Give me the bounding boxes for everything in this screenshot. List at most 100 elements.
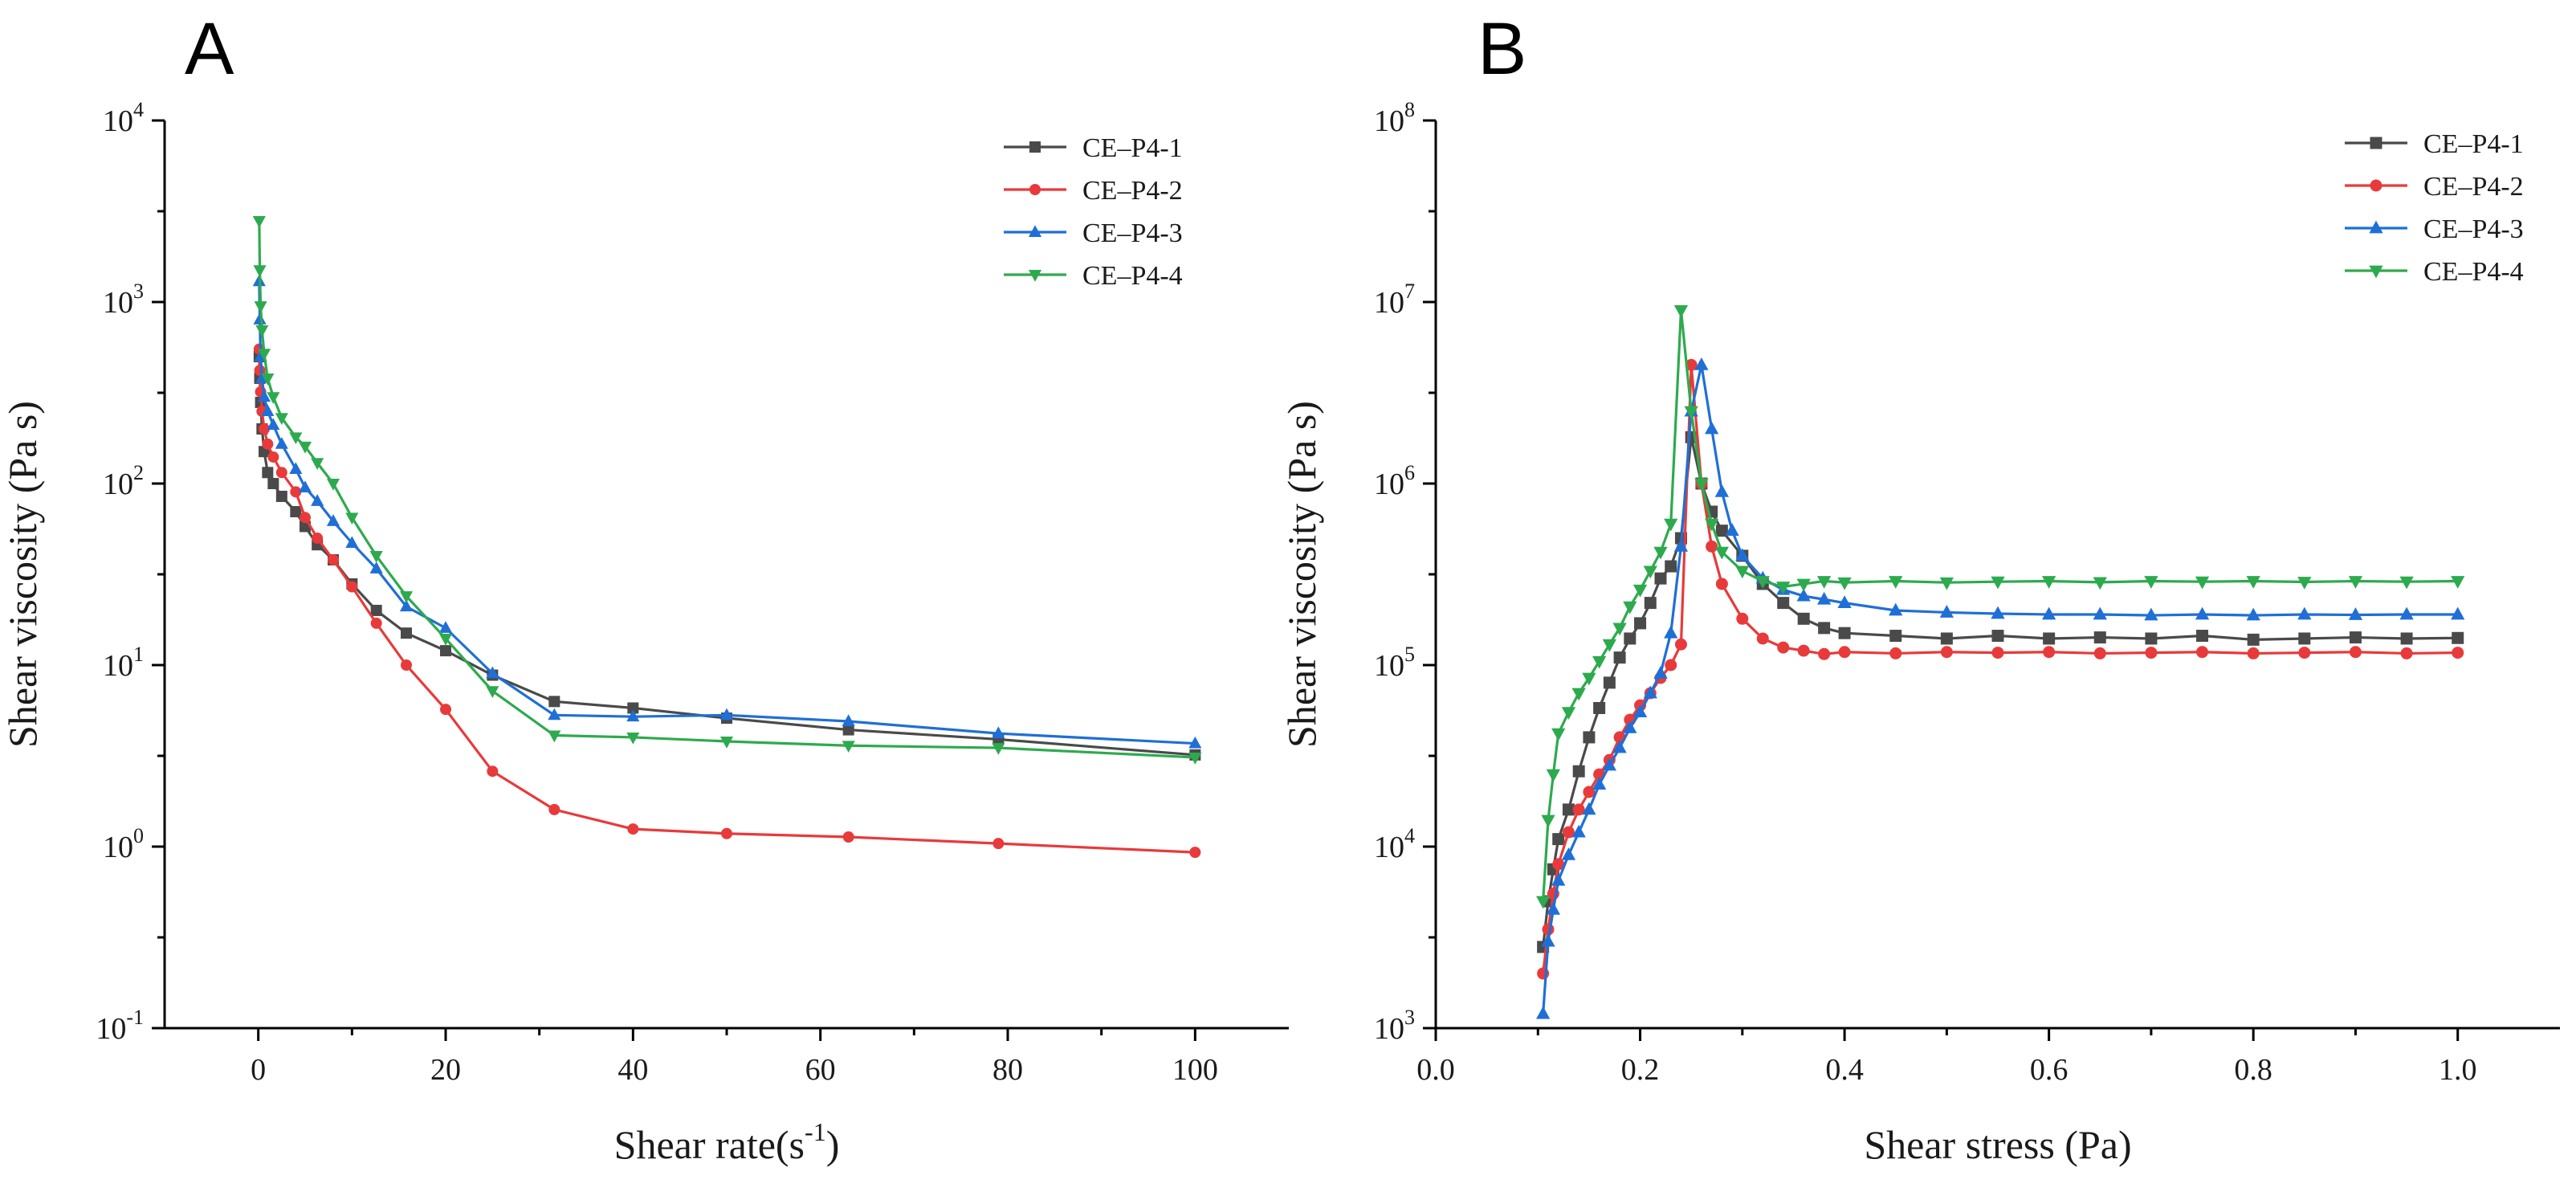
panel-b-legend-label: CE–P4-3 — [2423, 214, 2524, 244]
panel-a-series-3-point — [298, 480, 312, 492]
panel-a-series-3-line — [258, 281, 1196, 745]
panel-b-y-tick-label: 104 — [1374, 824, 1415, 864]
panel-b-series-1-point — [2349, 631, 2362, 644]
panel-b-series-3-point — [1582, 802, 1596, 815]
panel-a-legend-swatch-marker — [1029, 141, 1041, 153]
panel-b-series-1-point — [1777, 597, 1790, 610]
panel-b-series-3-point — [1991, 606, 2005, 619]
panel-b-series-3-point — [1664, 625, 1678, 639]
panel-b-y-tick-label: 105 — [1374, 643, 1415, 683]
panel-a-y-axis-label: Shear viscosity (Pa s) — [0, 401, 45, 748]
panel-b-letter: B — [1478, 8, 1526, 90]
panel-b-series-4-point — [1592, 655, 1607, 669]
panel-b-series-1-point — [1644, 597, 1657, 610]
panel-b-series-3-point — [1612, 740, 1627, 753]
panel-a-series-4-point — [254, 301, 267, 313]
panel-a-series-3-point — [486, 666, 499, 679]
panel-b-series-3-point — [1571, 824, 1586, 838]
panel-a-series-2-point — [290, 486, 302, 498]
panel-a-series-4-point — [1188, 753, 1202, 765]
panel-b-series-4-point — [2451, 576, 2465, 589]
panel-b-series-3-point — [1551, 872, 1566, 886]
panel-a-series-4-point — [486, 686, 499, 698]
panel-b-series-4-point — [1939, 577, 1954, 590]
panel-b-series-2-point — [1991, 647, 2004, 659]
panel-a-series-3-point — [289, 462, 303, 475]
panel-b-x-tick-label: 0.0 — [1416, 1053, 1455, 1087]
panel-a-legend-swatch-marker — [1028, 270, 1042, 282]
panel-b-x-tick-label: 0.8 — [2234, 1053, 2272, 1087]
panel-a-x-tick-label: 20 — [430, 1053, 461, 1087]
panel-a-x-tick-label: 60 — [805, 1053, 836, 1087]
panel-b-series-3-point — [1714, 484, 1729, 497]
panel-b-series-4-point — [1837, 577, 1852, 590]
panel-b-series-4-point — [2144, 576, 2158, 589]
panel-b-series-4-point — [1541, 814, 1555, 828]
panel-a-series-1 — [253, 351, 1201, 761]
panel-b-legend-swatch-marker — [2369, 265, 2383, 279]
panel-b-series-4-point — [1612, 623, 1627, 636]
panel-b-series-4-point — [1571, 688, 1586, 701]
panel-a-series-2-point — [627, 823, 639, 835]
panel-b-series-4-point — [1889, 576, 1903, 589]
panel-b-series-3-point — [1643, 685, 1657, 699]
panel-b-series-3-point — [1546, 901, 1560, 915]
panel-a-series-2-point — [275, 467, 287, 479]
panel-b-series-3-point — [1592, 777, 1607, 790]
panel-b-series-1-point — [2145, 632, 2158, 645]
panel-b-series-1-point — [2452, 631, 2464, 644]
panel-a-legend-item: CE–P4-1 — [1004, 133, 1183, 163]
panel-b-series-1-point — [1562, 803, 1575, 816]
panel-b-series-3-point — [1694, 357, 1709, 370]
panel-b-series-3-point — [1673, 538, 1689, 552]
panel-b-legend-label: CE–P4-2 — [2423, 172, 2524, 202]
panel-b-series-3-point — [1705, 421, 1719, 435]
panel-a-series-4-point — [719, 737, 734, 749]
panel-a-series-2-point — [259, 423, 271, 435]
panel-b-series-2-point — [1756, 632, 1769, 645]
panel-a-series-3-point — [369, 561, 383, 574]
panel-b-series-2-point — [1706, 540, 1718, 553]
panel-b-series-4-point — [2042, 576, 2056, 589]
panel-b-series-2-point — [1736, 612, 1749, 625]
panel-a-series-2-point — [328, 553, 339, 565]
panel-a-x-tick-label: 100 — [1172, 1053, 1218, 1087]
panel-a-series-1-point — [262, 467, 274, 479]
panel-b: B 0.0 0.2 0.4 0.6 0.8 1.0 103 104 105 106 107 108 Sh… — [1279, 8, 2560, 1167]
panel-a-legend-item: CE–P4-4 — [1004, 261, 1183, 291]
panel-b-series-1-point — [1889, 630, 1902, 643]
panel-b-series-3-point — [2093, 606, 2107, 620]
panel-a-x-tick-label: 0 — [251, 1053, 266, 1087]
panel-a-series-2-point — [721, 827, 732, 839]
panel-b-series-3-point — [1725, 523, 1739, 537]
panel-a-series-4-point — [548, 730, 561, 743]
panel-a-x-tick-label: 40 — [618, 1053, 648, 1087]
panel-a-series-3-point — [438, 621, 453, 633]
panel-b-series-4-point — [1643, 565, 1657, 579]
panel-a-series-2-point — [401, 659, 412, 671]
panel-b-series-2-point — [2298, 647, 2311, 659]
panel-a-legend-label: CE–P4-2 — [1082, 176, 1183, 206]
panel-b-x-tick-label: 0.2 — [1621, 1053, 1660, 1087]
panel-a-series-2-point — [300, 512, 311, 524]
panel-b-series-4-point — [1546, 769, 1560, 782]
panel-a-series-2-point — [487, 765, 499, 778]
panel-a-series-4-point — [311, 458, 324, 470]
panel-a-series-1-point — [401, 627, 412, 639]
panel-b-series-1-point — [2247, 633, 2260, 646]
panel-b-series-4-point — [1536, 896, 1551, 909]
panel-b-series-4-point — [1694, 478, 1709, 492]
panel-a-y-tick-label: 104 — [103, 98, 144, 138]
panel-b-series-1-point — [1634, 617, 1647, 630]
panel-b-series-3-point — [1837, 595, 1852, 608]
panel-b-series-2-point — [1940, 646, 1953, 659]
panel-b-series-1-point — [1818, 622, 1831, 635]
panel-b-legend-item: CE–P4-4 — [2345, 257, 2524, 287]
panel-a-series-1-point — [370, 604, 382, 616]
panel-b-series-3-point — [2246, 607, 2260, 621]
panel-b-series-4-point — [1991, 576, 2005, 590]
panel-a-series-4 — [252, 215, 1202, 765]
panel-b-series-4-point — [1705, 518, 1719, 532]
panel-b-series-3-point — [1632, 704, 1648, 718]
